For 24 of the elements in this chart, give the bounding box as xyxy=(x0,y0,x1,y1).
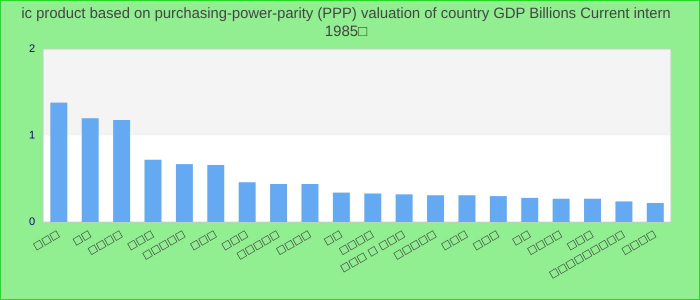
bar xyxy=(50,102,68,222)
bar xyxy=(364,194,382,222)
bar xyxy=(490,196,507,222)
bar xyxy=(458,195,476,222)
chart-title: ic product based on purchasing-power-parity (PPP) valuation of country GDP Billions Current intern 1985□ xyxy=(21,6,671,40)
bar xyxy=(552,198,570,222)
bar xyxy=(427,195,444,222)
bar xyxy=(332,192,350,222)
bar xyxy=(113,120,130,222)
bar xyxy=(176,164,193,222)
y-tick-label: 2 xyxy=(28,43,36,56)
bar xyxy=(144,160,162,222)
bar xyxy=(207,164,224,222)
bar xyxy=(238,182,256,222)
bar xyxy=(270,184,288,222)
bar xyxy=(301,184,318,222)
y-tick-label: 1 xyxy=(28,130,36,142)
bar xyxy=(521,198,538,222)
bar xyxy=(584,198,601,222)
bar xyxy=(82,118,99,222)
bar xyxy=(396,194,413,222)
bar xyxy=(646,203,664,222)
y-tick-label: 0 xyxy=(28,216,36,228)
bar xyxy=(615,201,632,222)
